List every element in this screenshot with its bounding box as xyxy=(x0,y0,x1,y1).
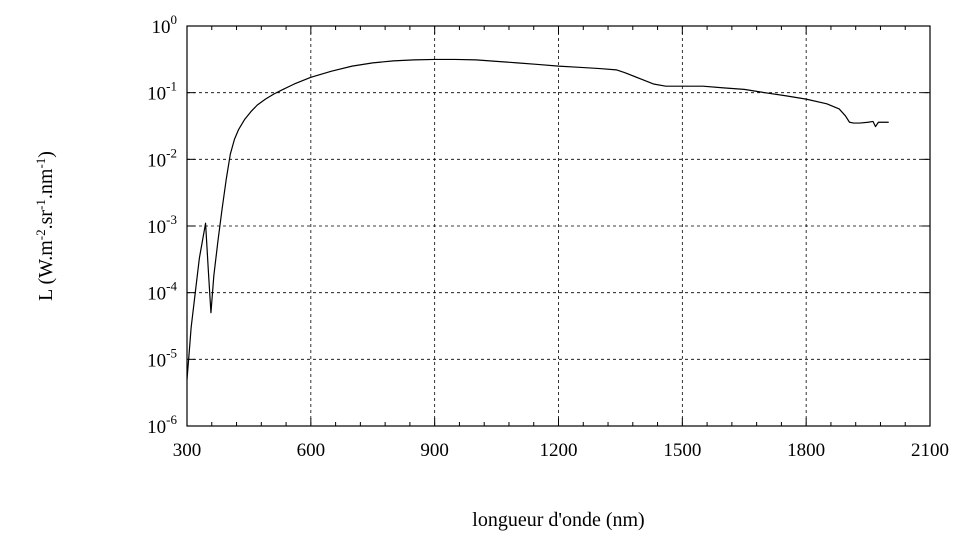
y-axis-title-exp2: -1 xyxy=(33,199,48,210)
y-axis-title-end: ) xyxy=(35,151,57,158)
x-axis-title: longueur d'onde (nm) xyxy=(472,509,644,531)
x-tick-label: 2100 xyxy=(911,440,949,461)
x-tick-label: 1800 xyxy=(787,440,825,461)
axis-ticks xyxy=(186,25,931,427)
y-axis-title-mid2: .nm xyxy=(35,168,57,199)
x-tick-labels: 300 600 900 1200 1500 1800 2100 xyxy=(173,440,949,461)
x-tick-label: 1500 xyxy=(663,440,701,461)
y-tick-label: 10-4 xyxy=(147,279,177,305)
chart-grid xyxy=(187,26,930,426)
y-axis-title-exp1: -2 xyxy=(33,229,48,240)
series-layer xyxy=(186,58,889,380)
x-tick-label: 300 xyxy=(173,440,202,461)
y-tick-label: 10-3 xyxy=(147,212,177,238)
y-axis-title: L (W.m-2.sr-1.nm-1) xyxy=(33,151,58,301)
x-tick-label: 1200 xyxy=(540,440,578,461)
x-tick-label: 900 xyxy=(420,440,449,461)
y-tick-labels: 100 10-1 10-2 10-3 10-4 10-5 10-6 xyxy=(147,12,177,438)
y-tick-label: 10-2 xyxy=(147,145,177,171)
y-axis-title-mid1: .sr xyxy=(35,210,57,230)
x-tick-label: 600 xyxy=(297,440,326,461)
y-axis-title-base: L (W.m xyxy=(35,240,57,301)
y-tick-label: 10-6 xyxy=(147,412,177,438)
series-line-0 xyxy=(186,58,889,380)
y-tick-label: 10-1 xyxy=(147,79,177,105)
y-tick-label: 100 xyxy=(152,12,178,38)
y-axis-title-exp3: -1 xyxy=(33,158,48,169)
y-tick-label: 10-5 xyxy=(147,345,177,371)
